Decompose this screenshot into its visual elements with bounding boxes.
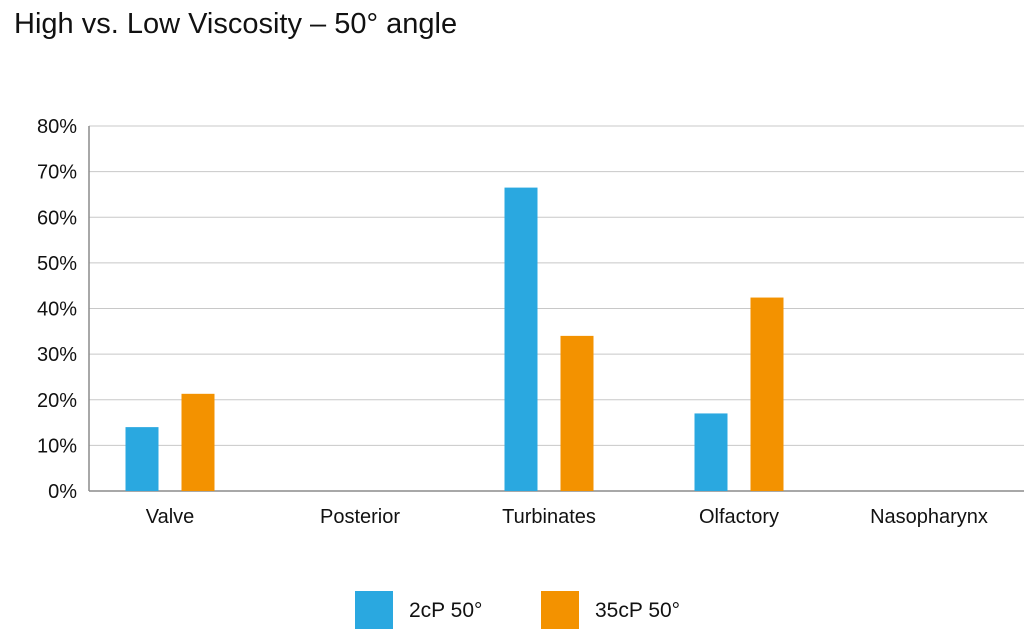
bar — [750, 297, 784, 491]
x-tick-label: Valve — [146, 506, 195, 528]
bar — [181, 393, 215, 491]
y-tick-label: 80% — [37, 116, 77, 138]
y-tick-label: 10% — [37, 435, 77, 457]
bar — [125, 427, 159, 491]
y-tick-label: 0% — [48, 481, 77, 503]
legend-swatch — [541, 591, 579, 629]
x-tick-label: Olfactory — [699, 506, 779, 528]
y-tick-label: 30% — [37, 344, 77, 366]
legend-label: 35cP 50° — [595, 599, 680, 622]
y-tick-label: 40% — [37, 299, 77, 321]
x-tick-label: Nasopharynx — [870, 506, 988, 528]
y-tick-label: 70% — [37, 162, 77, 184]
bar — [560, 335, 594, 491]
x-tick-label: Turbinates — [502, 506, 596, 528]
bar — [504, 187, 538, 491]
legend-swatch — [355, 591, 393, 629]
bar — [694, 413, 728, 491]
chart-title: High vs. Low Viscosity – 50° angle — [14, 8, 458, 40]
x-tick-label: Posterior — [320, 506, 400, 528]
legend-label: 2cP 50° — [409, 599, 482, 622]
y-tick-label: 60% — [37, 207, 77, 229]
y-tick-label: 50% — [37, 253, 77, 275]
y-tick-label: 20% — [37, 390, 77, 412]
